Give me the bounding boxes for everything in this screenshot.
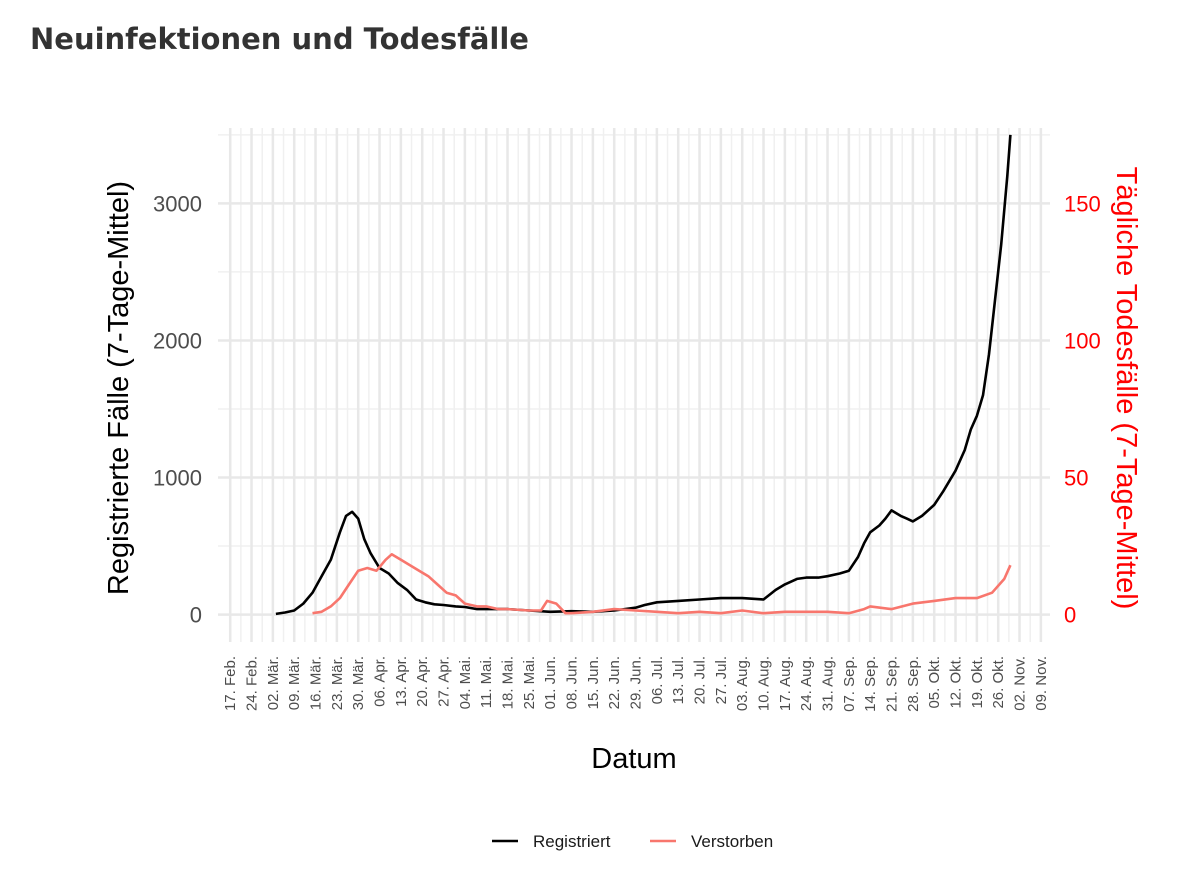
x-tick-label: 15. Jun. (585, 656, 602, 709)
grid (218, 128, 1050, 642)
y-tick-label: 3000 (153, 191, 202, 216)
y2-axis-title: Tägliche Todesfälle (7-Tage-Mittel) (1110, 167, 1142, 610)
x-tick-label: 28. Sep. (905, 656, 922, 712)
x-tick-label: 09. Mär. (286, 656, 303, 710)
x-tick-label: 23. Mär. (329, 656, 346, 710)
x-tick-label: 06. Apr. (372, 656, 389, 707)
y-tick-label: 2000 (153, 328, 202, 353)
x-tick-label: 19. Okt. (969, 656, 986, 709)
y2-tick-label: 0 (1064, 603, 1076, 628)
series-line-verstorben (312, 553, 1012, 615)
legend: Registriert Verstorben (492, 832, 773, 851)
legend-label-verstorben: Verstorben (691, 832, 773, 851)
x-tick-label: 17. Feb. (222, 656, 239, 711)
x-tick-label: 26. Okt. (990, 656, 1007, 709)
chart-title: Neuinfektionen und Todesfälle (30, 22, 529, 56)
x-tick-label: 04. Mai. (457, 656, 474, 709)
x-tick-label: 05. Okt. (926, 656, 943, 709)
x-tick-label: 20. Jul. (692, 656, 709, 704)
y2-tick-label: 50 (1064, 466, 1088, 491)
x-tick-label: 13. Jul. (670, 656, 687, 704)
right-axis-ticks: 0 50 100 150 (1064, 191, 1101, 627)
x-tick-label: 29. Jun. (628, 656, 645, 709)
x-tick-label: 14. Sep. (862, 656, 879, 712)
left-axis-ticks: 0 1000 2000 3000 (153, 191, 202, 627)
x-tick-label: 30. Mär. (350, 656, 367, 710)
x-axis-title: Datum (591, 743, 676, 775)
x-tick-label: 09. Nov. (1033, 656, 1050, 711)
x-axis-ticks: 17. Feb. 24. Feb. 02. Mär. 09. Mär. 16. Mär.… (222, 656, 1050, 712)
y-tick-label: 1000 (153, 466, 202, 491)
y2-tick-label: 150 (1064, 191, 1101, 216)
x-tick-label: 21. Sep. (884, 656, 901, 712)
x-tick-label: 12. Okt. (948, 656, 965, 709)
x-tick-label: 17. Aug. (777, 656, 794, 711)
x-tick-label: 16. Mär. (308, 656, 325, 710)
x-tick-label: 02. Nov. (1012, 656, 1029, 711)
x-tick-label: 24. Aug. (798, 656, 815, 711)
x-tick-label: 02. Mär. (265, 656, 282, 710)
y-axis-title: Registrierte Fälle (7-Tage-Mittel) (103, 181, 135, 595)
x-tick-label: 11. Mai. (478, 656, 495, 708)
y-tick-label: 0 (190, 603, 202, 628)
x-tick-label: 20. Apr. (414, 656, 431, 707)
x-tick-label: 27. Apr. (436, 656, 453, 707)
x-tick-label: 07. Sep. (841, 656, 858, 712)
x-tick-label: 06. Jul. (649, 656, 666, 704)
legend-label-registriert: Registriert (533, 832, 611, 851)
x-tick-label: 10. Aug. (756, 656, 773, 711)
y2-tick-label: 100 (1064, 328, 1101, 353)
series-lines (275, 134, 1012, 616)
x-tick-label: 25. Mai. (521, 656, 538, 709)
x-tick-label: 01. Jun. (542, 656, 559, 709)
x-tick-label: 18. Mai. (500, 656, 517, 709)
x-tick-label: 13. Apr. (393, 656, 410, 707)
x-tick-label: 03. Aug. (734, 656, 751, 711)
x-tick-label: 08. Jun. (564, 656, 581, 709)
x-tick-label: 27. Jul. (713, 656, 730, 704)
x-tick-label: 22. Jun. (606, 656, 623, 709)
series-line-registriert (275, 134, 1012, 616)
x-tick-label: 31. Aug. (820, 656, 837, 711)
x-tick-label: 24. Feb. (244, 656, 261, 711)
